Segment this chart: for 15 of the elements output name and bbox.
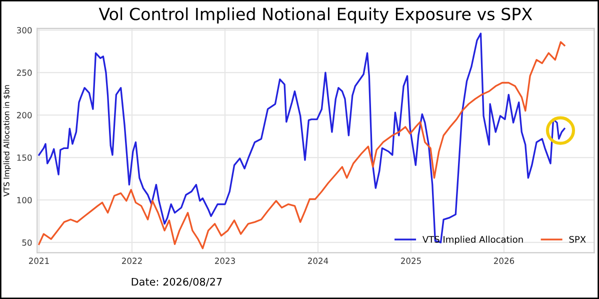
x-tick-label: 2026 (494, 258, 514, 264)
x-tick-label: 2025 (401, 258, 421, 264)
text: Date: 2026/08/27 (132, 278, 222, 287)
x-tick-label: 2022 (122, 258, 142, 264)
y-tick-label: 100 (17, 196, 32, 204)
legend-label: SPX (569, 236, 586, 243)
x-tick-label: 2024 (308, 258, 328, 264)
y-tick-label: 50 (22, 239, 32, 246)
y-tick-label: 200 (16, 112, 32, 118)
y-tick-label: 150 (17, 154, 32, 161)
x-tick-label: 2023 (215, 258, 235, 264)
x-tick-label: 2021 (29, 258, 49, 264)
chart-title: Vol Control Implied Notional Equity Exposure vs SPX (98, 7, 532, 24)
y-tick-label: 300 (17, 27, 32, 34)
y-tick-label: 250 (16, 70, 32, 76)
